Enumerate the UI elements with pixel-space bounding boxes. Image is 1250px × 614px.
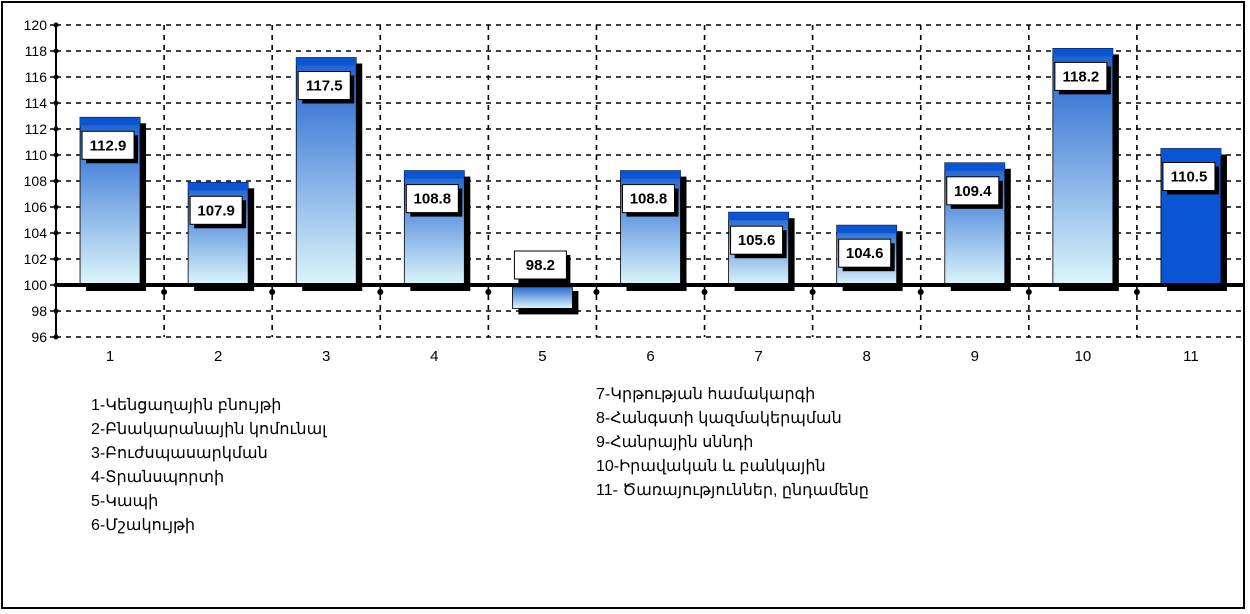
y-tick-label: 106	[24, 199, 48, 215]
baseline-tick-dot	[485, 289, 492, 295]
bar-cap	[404, 170, 465, 179]
data-label-box	[297, 71, 351, 100]
y-tick-label: 118	[25, 43, 48, 59]
data-label: 104.6	[846, 245, 884, 262]
data-label-group: 110.5	[1162, 162, 1219, 195]
y-tick-label: 102	[24, 251, 48, 267]
x-tick-label: 4	[430, 348, 438, 363]
legend-item: 7-Կրթության համակարգի	[596, 386, 816, 403]
y-tick-label: 98	[31, 303, 47, 319]
data-label: 117.5	[306, 78, 343, 95]
baseline-tick-dot	[1025, 289, 1032, 295]
y-tick-label: 96	[31, 329, 47, 345]
data-label-box	[81, 130, 135, 160]
y-tick-label: 100	[24, 277, 48, 293]
data-labels: 112.9 107.9 117.5 108.8 98.2 108.8 105.6 104.6 1…	[81, 61, 1219, 283]
x-axis: 1 2 3 4 5 6 7 8 9 10 11	[106, 348, 1199, 363]
data-label-group: 108.8	[622, 184, 679, 217]
data-label-group: 105.6	[730, 225, 787, 259]
data-label-group: 108.8	[405, 184, 463, 217]
data-label-box	[946, 176, 1000, 206]
legend-item: 11- Ծառայություններ, ընդամենը	[596, 482, 869, 499]
data-label: 108.8	[630, 191, 668, 208]
data-label: 105.6	[738, 232, 776, 249]
baseline-tick-dot	[161, 289, 168, 295]
data-label: 118.2	[1063, 68, 1100, 85]
x-tick-label: 2	[214, 348, 222, 363]
bar-cap	[728, 212, 789, 221]
data-label: 108.8	[414, 191, 452, 208]
legend-left: 1-Կենցաղային բնույթի 2-Բնակարանային կոմո…	[91, 394, 327, 538]
bar-cap	[1052, 48, 1113, 57]
baseline-tick-dot	[593, 289, 600, 295]
data-label-box	[189, 195, 243, 225]
y-tick-label: 104	[24, 225, 48, 241]
baseline-tick-dot	[377, 289, 384, 295]
baseline-tick-dot	[1133, 289, 1140, 295]
bar-cap	[80, 117, 141, 126]
data-label-group: 118.2	[1054, 61, 1111, 95]
data-label-group: 107.9	[189, 195, 247, 229]
baseline-axis	[56, 283, 1245, 295]
legend-item: 9-Հանրային սննդի	[596, 434, 754, 451]
legend-item: 3-Բուժսպասարկման	[91, 445, 268, 462]
x-tick-label: 5	[538, 348, 546, 363]
bar-cap	[1160, 148, 1221, 157]
baseline-tick-dot	[917, 289, 924, 295]
data-label-box	[838, 238, 892, 268]
data-label-group: 98.2	[513, 250, 571, 283]
data-label: 110.5	[1171, 169, 1208, 186]
bar-group	[512, 284, 579, 315]
x-tick-label: 1	[106, 348, 114, 363]
data-label-box	[622, 184, 675, 214]
baseline-tick-dot	[701, 289, 708, 295]
bar-cap	[620, 170, 681, 179]
data-label-box	[730, 225, 784, 255]
baseline-tick-dot	[809, 289, 816, 295]
legend-item: 10-Իրավական և բանկային	[596, 458, 826, 475]
x-tick-label: 7	[754, 348, 762, 363]
bar	[512, 284, 573, 309]
y-axis: 96 98 100 102 104 106 108 110 112 114 116 118 120	[24, 17, 59, 345]
bar-cap	[296, 57, 357, 66]
data-label: 98.2	[526, 257, 555, 274]
data-label-box	[1162, 162, 1216, 191]
x-tick-label: 11	[1183, 348, 1199, 363]
x-tick-label: 8	[863, 348, 871, 363]
legend-right: 7-Կրթության համակարգի 8-Հանգստի կազմակեր…	[596, 383, 869, 503]
data-label: 112.9	[90, 137, 127, 154]
baseline-tick-dot	[269, 289, 276, 295]
x-tick-label: 3	[322, 348, 330, 363]
bar-cap	[188, 182, 249, 191]
legend-item: 1-Կենցաղային բնույթի	[91, 397, 282, 414]
bar-cap	[944, 162, 1005, 171]
data-label-group: 109.4	[946, 176, 1003, 209]
data-label: 107.9	[197, 202, 235, 219]
legend-item: 5-Կապի	[91, 493, 159, 510]
x-tick-label: 9	[971, 348, 979, 363]
x-tick-label: 6	[646, 348, 654, 363]
data-label: 109.4	[954, 183, 992, 200]
data-label-box	[513, 250, 567, 280]
data-label-group: 104.6	[838, 238, 895, 272]
data-label-box	[1054, 61, 1108, 91]
data-label-box	[405, 184, 459, 214]
y-tick-label: 114	[25, 95, 48, 111]
data-label-group: 112.9	[81, 130, 139, 164]
legend-item: 6-Մշակույթի	[91, 517, 195, 534]
legend-item: 4-Տրանսպորտի	[91, 469, 225, 486]
bar-cap	[836, 225, 897, 234]
y-tick-label: 120	[24, 17, 48, 33]
x-tick-label: 10	[1075, 348, 1092, 363]
y-tick-label: 108	[24, 173, 48, 189]
data-label-group: 117.5	[297, 71, 355, 104]
y-tick-label: 116	[25, 69, 48, 85]
legend-item: 8-Հանգստի կազմակերպման	[596, 410, 842, 427]
y-tick-label: 112	[25, 121, 48, 137]
legend-item: 2-Բնակարանային կոմունալ	[91, 421, 327, 438]
y-tick-label: 110	[25, 147, 48, 163]
